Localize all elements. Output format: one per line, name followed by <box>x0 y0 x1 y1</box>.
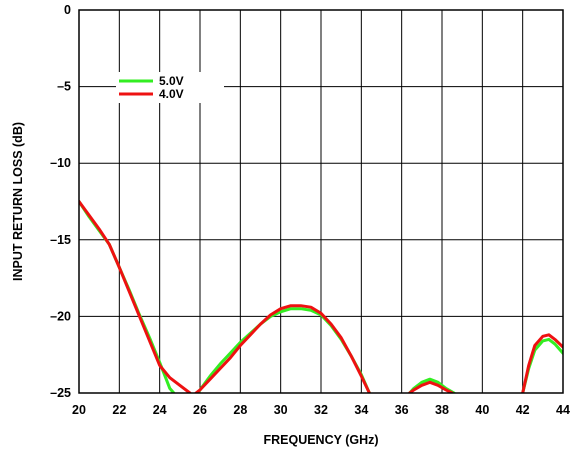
series-line-4.0V-segment-3 <box>521 333 563 393</box>
series-4.0V <box>79 200 563 393</box>
x-tick-label: 34 <box>354 403 368 417</box>
legend-background <box>116 72 224 103</box>
y-axis-title: INPUT RETURN LOSS (dB) <box>11 122 25 281</box>
x-tick-label: 42 <box>516 403 530 417</box>
y-tick-label: –15 <box>50 233 71 247</box>
legend-label-4v: 4.0V <box>159 87 184 101</box>
y-tick-labels: 0 –5 –10 –15 –20 –25 <box>50 3 71 400</box>
y-tick-label: 0 <box>64 3 71 17</box>
x-axis-title: FREQUENCY (GHz) <box>263 433 378 447</box>
x-tick-label: 20 <box>72 403 86 417</box>
x-tick-label: 44 <box>556 403 570 417</box>
x-tick-label: 38 <box>435 403 449 417</box>
y-tick-label: –5 <box>57 80 71 94</box>
plot-frame <box>78 9 564 394</box>
series-line-5.0V-segment-1 <box>196 307 371 393</box>
legend-label-5v: 5.0V <box>159 74 184 88</box>
y-tick-label: –10 <box>50 156 71 170</box>
series-layer <box>79 200 563 393</box>
series-line-4.0V-segment-0 <box>79 200 192 393</box>
chart-grid <box>78 9 564 394</box>
y-tick-label: –25 <box>50 386 71 400</box>
series-line-4.0V-segment-2 <box>408 380 454 393</box>
x-tick-label: 32 <box>314 403 328 417</box>
x-tick-label: 22 <box>112 403 126 417</box>
x-tick-label: 28 <box>233 403 247 417</box>
legend: 5.0V 4.0V <box>116 72 224 103</box>
y-tick-label: –20 <box>50 309 71 323</box>
x-tick-labels: 20 22 24 26 28 30 32 34 36 38 40 42 44 <box>72 403 570 417</box>
x-tick-label: 30 <box>274 403 288 417</box>
series-line-4.0V-segment-1 <box>194 304 371 393</box>
x-tick-label: 26 <box>193 403 207 417</box>
x-tick-label: 36 <box>395 403 409 417</box>
x-tick-label: 24 <box>153 403 167 417</box>
x-tick-label: 40 <box>475 403 489 417</box>
